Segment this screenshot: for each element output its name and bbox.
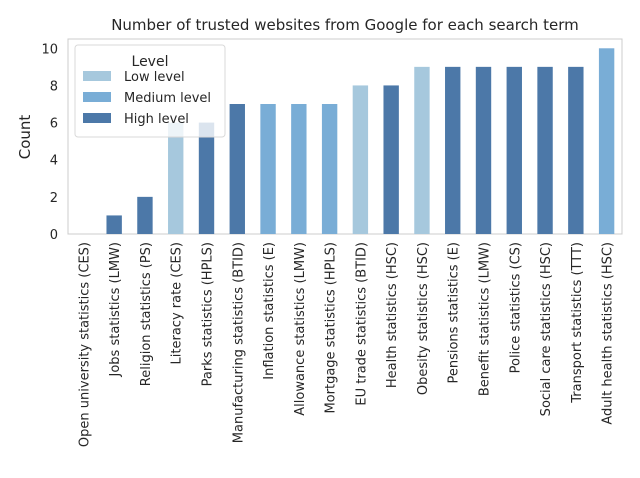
bar-16 bbox=[568, 67, 583, 234]
x-tick-label-17: Adult health statistics (HSC) bbox=[601, 242, 616, 425]
chart-title: Number of trusted websites from Google f… bbox=[111, 16, 579, 34]
x-tick-label-4: Parks statistics (HPLS) bbox=[201, 242, 216, 386]
bar-8 bbox=[322, 104, 337, 234]
y-tick-label-2: 4 bbox=[50, 154, 58, 169]
legend-label-1: Medium level bbox=[124, 91, 211, 106]
x-tick-label-10: Health statistics (HSC) bbox=[385, 242, 400, 388]
legend-title: Level bbox=[132, 54, 169, 70]
y-tick-label-3: 6 bbox=[50, 117, 58, 132]
x-tick-label-13: Benefit statistics (LMW) bbox=[478, 242, 493, 396]
bar-2 bbox=[137, 197, 152, 234]
y-tick-label-4: 8 bbox=[50, 79, 58, 94]
y-tick-label-5: 10 bbox=[41, 42, 58, 57]
x-ticks-group: Open university statistics (CES) Jobs sta… bbox=[77, 242, 615, 447]
bar-7 bbox=[291, 104, 306, 234]
x-tick-label-12: Pensions statistics (E) bbox=[447, 242, 462, 384]
bar-11 bbox=[414, 67, 429, 234]
bar-10 bbox=[383, 85, 398, 234]
legend-swatch-1 bbox=[83, 92, 111, 102]
y-ticks-group: 0 2 4 6 8 10 bbox=[41, 42, 58, 243]
legend-swatch-2 bbox=[83, 113, 111, 123]
x-tick-label-16: Transport statistics (TTT) bbox=[570, 242, 585, 404]
bar-6 bbox=[260, 104, 275, 234]
bar-4 bbox=[199, 123, 214, 234]
x-tick-label-5: Manufacturing statistics (BTID) bbox=[231, 242, 246, 443]
legend: Level Low level Medium level High level bbox=[75, 45, 225, 137]
x-tick-label-8: Mortgage statistics (HPLS) bbox=[324, 242, 339, 414]
bar-13 bbox=[476, 67, 491, 234]
legend-swatch-0 bbox=[83, 71, 111, 81]
x-tick-label-11: Obesity statistics (HSC) bbox=[416, 242, 431, 395]
x-tick-label-9: EU trade statistics (BTID) bbox=[354, 242, 369, 406]
x-tick-label-7: Allowance statistics (LMW) bbox=[293, 242, 308, 416]
legend-label-2: High level bbox=[124, 112, 189, 127]
bar-3 bbox=[168, 123, 183, 234]
x-tick-label-2: Religion statistics (PS) bbox=[139, 242, 154, 386]
x-tick-label-14: Police statistics (CS) bbox=[508, 242, 523, 373]
y-tick-label-0: 0 bbox=[50, 228, 58, 243]
bar-9 bbox=[353, 85, 368, 234]
bar-15 bbox=[537, 67, 552, 234]
x-tick-label-0: Open university statistics (CES) bbox=[77, 242, 92, 447]
bar-17 bbox=[599, 48, 614, 234]
bar-1 bbox=[106, 215, 121, 234]
x-tick-label-3: Literacy rate (CES) bbox=[170, 242, 185, 364]
y-axis-label: Count bbox=[16, 115, 34, 160]
bar-14 bbox=[507, 67, 522, 234]
legend-label-0: Low level bbox=[124, 70, 185, 85]
y-tick-label-1: 2 bbox=[50, 191, 58, 206]
x-tick-label-15: Social care statistics (HSC) bbox=[539, 242, 554, 416]
x-tick-label-1: Jobs statistics (LMW) bbox=[108, 242, 123, 377]
bar-12 bbox=[445, 67, 460, 234]
bar-5 bbox=[230, 104, 245, 234]
x-tick-label-6: Inflation statistics (E) bbox=[262, 242, 277, 380]
